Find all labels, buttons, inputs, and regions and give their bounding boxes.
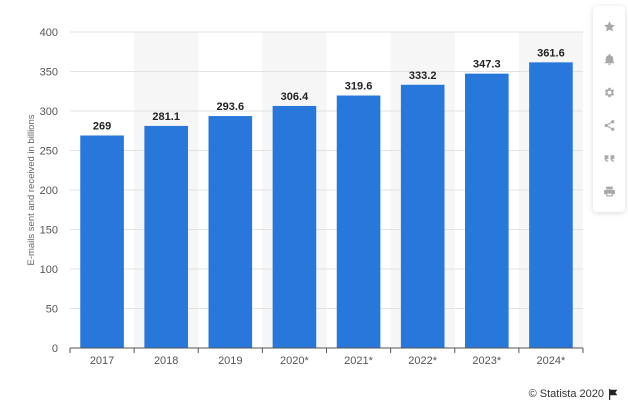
credit-text: © Statista 2020 xyxy=(528,388,604,400)
data-label: 319.6 xyxy=(345,81,373,93)
notification-button[interactable] xyxy=(595,43,623,76)
bell-icon xyxy=(604,53,614,65)
print-icon xyxy=(603,186,615,197)
y-tick-label: 50 xyxy=(46,304,58,316)
x-tick-label: 2022* xyxy=(408,355,437,367)
x-tick-label: 2021* xyxy=(344,355,373,367)
source-credit[interactable]: © Statista 2020 xyxy=(529,388,618,400)
bar-2021[interactable] xyxy=(336,95,381,349)
bar-2018[interactable] xyxy=(144,125,188,348)
x-tick-label: 2018 xyxy=(154,355,178,367)
y-tick-label: 100 xyxy=(40,264,58,276)
chart-toolbar xyxy=(593,6,625,212)
bar-2023[interactable] xyxy=(465,73,509,349)
x-tick-label: 2017 xyxy=(90,355,114,367)
y-tick-label: 400 xyxy=(40,27,58,39)
data-label: 333.2 xyxy=(409,70,437,82)
x-tick-label: 2023* xyxy=(472,355,501,367)
flag-icon xyxy=(609,388,618,400)
settings-button[interactable] xyxy=(595,76,623,109)
y-tick-label: 0 xyxy=(52,343,58,355)
y-tick-label: 250 xyxy=(40,146,58,158)
data-label: 347.3 xyxy=(473,59,501,71)
y-axis-ticks: 0 50 100 150 200 250 300 350 400 xyxy=(40,27,58,355)
bar-2020[interactable] xyxy=(272,105,317,348)
favorite-button[interactable] xyxy=(595,10,623,43)
bar-2024[interactable] xyxy=(529,62,573,348)
share-button[interactable] xyxy=(595,109,623,142)
data-label: 281.1 xyxy=(152,111,180,123)
bars xyxy=(80,62,573,349)
y-axis-title: E-mails sent and received in billions xyxy=(26,114,37,265)
y-tick-label: 300 xyxy=(40,106,58,118)
bar-2022[interactable] xyxy=(400,84,445,348)
quote-icon xyxy=(604,155,614,162)
x-axis-ticks: 2017 2018 2019 2020* 2021* 2022* 2023* 2024* xyxy=(69,348,584,367)
data-label: 306.4 xyxy=(281,91,309,103)
x-tick-label: 2020* xyxy=(280,355,309,367)
cite-button[interactable] xyxy=(595,142,623,175)
y-tick-label: 150 xyxy=(40,225,58,237)
gear-icon xyxy=(604,87,614,98)
y-tick-label: 350 xyxy=(40,67,58,79)
y-tick-label: 200 xyxy=(40,185,58,197)
data-label: 361.6 xyxy=(537,47,565,59)
x-tick-label: 2019 xyxy=(218,355,242,367)
bar-2017[interactable] xyxy=(80,135,124,348)
star-icon xyxy=(603,21,615,32)
share-icon xyxy=(604,120,614,131)
data-label: 269 xyxy=(93,120,111,132)
bar-2019[interactable] xyxy=(208,116,253,348)
data-label: 293.6 xyxy=(217,101,245,113)
x-tick-label: 2024* xyxy=(537,355,566,367)
data-labels: 269 281.1 293.6 306.4 319.6 333.2 347.3 361.6 xyxy=(93,47,565,132)
print-button[interactable] xyxy=(595,175,623,208)
